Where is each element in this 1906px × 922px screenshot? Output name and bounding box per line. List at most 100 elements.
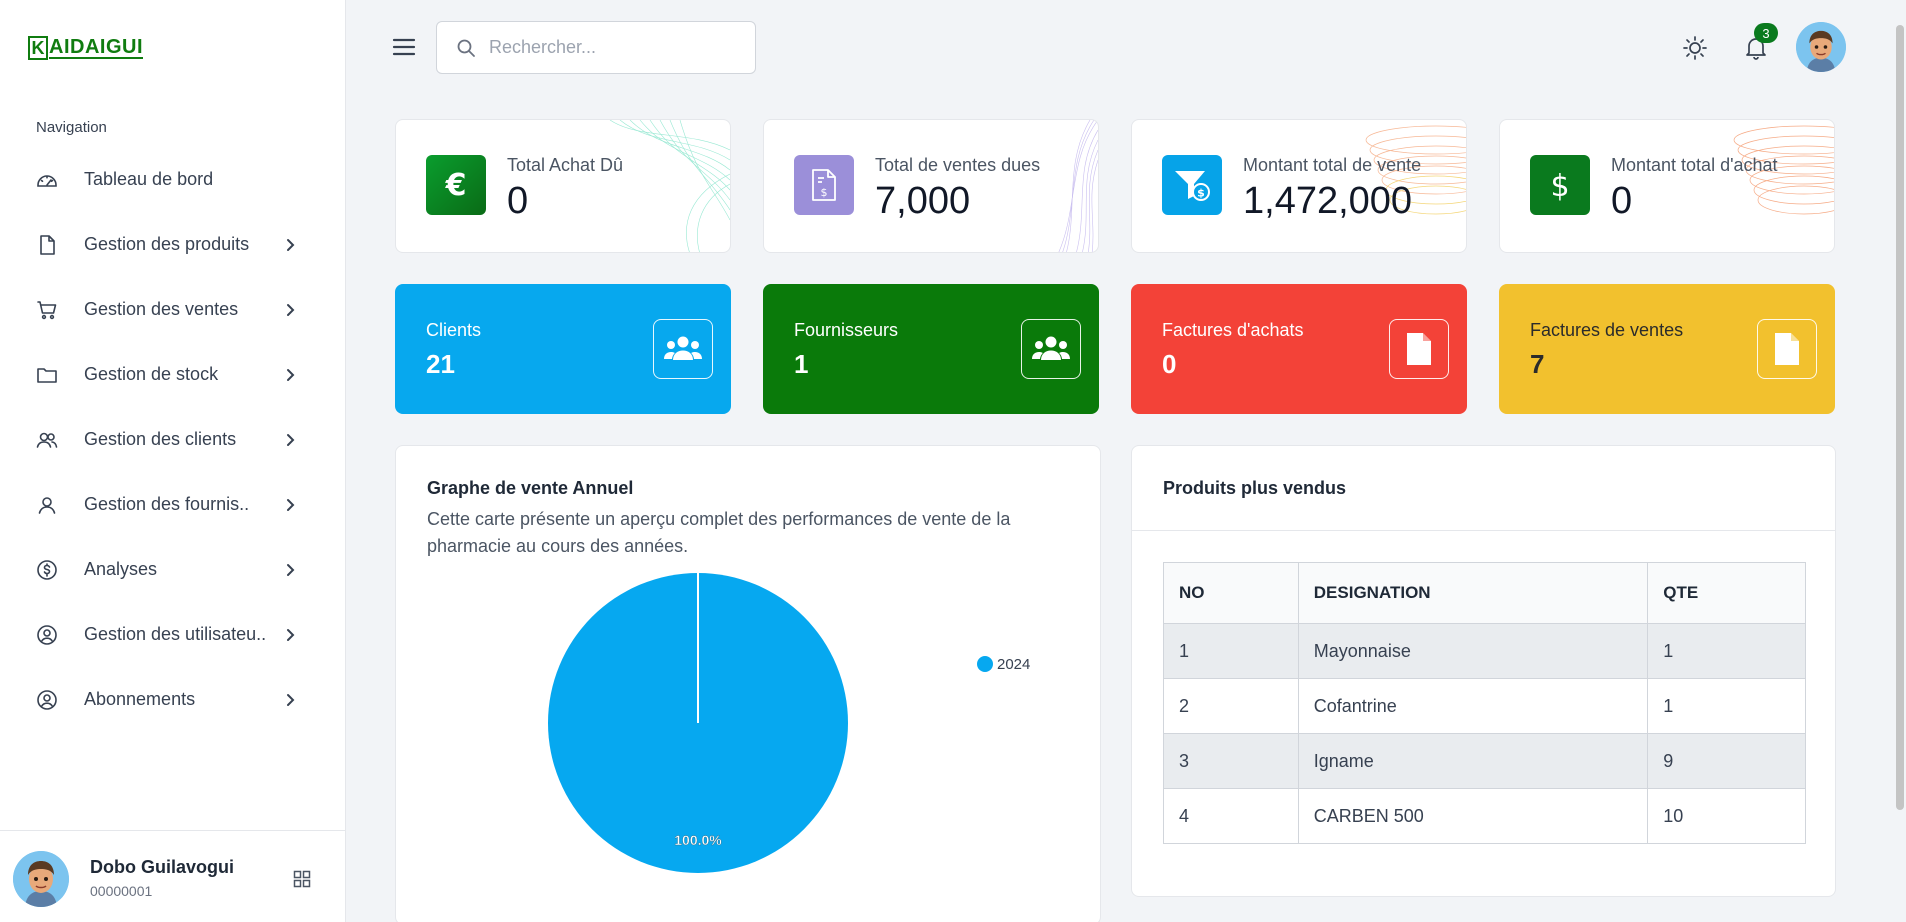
search-input[interactable] [489, 37, 739, 58]
stat-card-total-sales-amount: $ Montant total de vente 1,472,000 [1131, 119, 1467, 253]
table-cell: 3 [1163, 733, 1299, 789]
nav-item-users[interactable]: Gestion des utilisateu.. [0, 602, 346, 667]
stat-value: 7,000 [875, 180, 971, 222]
nav-list: Tableau de bord Gestion des produits Ges… [0, 147, 346, 732]
summary-label: Factures d'achats [1162, 320, 1304, 340]
user-circle-icon [34, 687, 60, 713]
nav-label: Abonnements [84, 689, 196, 709]
nav-item-analytics[interactable]: Analyses [0, 537, 346, 602]
nav-section-title: Navigation [36, 119, 107, 136]
dollar-circle-icon [34, 557, 60, 583]
stat-value: 0 [1611, 180, 1633, 222]
user-name: Dobo Guilavogui [90, 857, 234, 877]
avatar[interactable] [13, 851, 69, 907]
document-icon [1757, 319, 1817, 379]
table-header-row: NO DESIGNATION QTE [1163, 562, 1806, 624]
table-title: Produits plus vendus [1163, 478, 1347, 498]
nav-item-suppliers[interactable]: Gestion des fournis.. [0, 472, 346, 537]
nav-item-products[interactable]: Gestion des produits [0, 212, 346, 277]
nav-item-dashboard[interactable]: Tableau de bord [0, 147, 346, 212]
apps-icon[interactable] [290, 867, 314, 891]
dollar-icon: $ [1530, 155, 1590, 215]
column-header[interactable]: NO [1163, 562, 1299, 624]
summary-label: Clients [426, 320, 482, 340]
summary-value: 21 [426, 349, 455, 379]
summary-card-clients[interactable]: Clients 21 [395, 284, 731, 414]
pie-chart: 100.0% 2024 [548, 573, 1030, 873]
column-header[interactable]: DESIGNATION [1297, 562, 1649, 624]
nav-item-clients[interactable]: Gestion des clients [0, 407, 346, 472]
notification-badge: 3 [1754, 23, 1778, 43]
legend-label[interactable]: 2024 [997, 656, 1030, 673]
table-row: 2 Cofantrine 1 [1163, 678, 1806, 734]
annual-sales-chart-panel: Graphe de vente Annuel Cette carte prése… [395, 445, 1101, 922]
summary-card-sales-invoices[interactable]: Factures de ventes 7 [1499, 284, 1835, 414]
user-icon [34, 492, 60, 518]
stat-value: 1,472,000 [1243, 180, 1413, 222]
column-header[interactable]: QTE [1647, 562, 1806, 624]
divider [1132, 530, 1835, 531]
chevron-right-icon [280, 235, 300, 255]
summary-card-purchase-invoices[interactable]: Factures d'achats 0 [1131, 284, 1467, 414]
table-cell: 9 [1647, 733, 1806, 789]
decorative-wave [1733, 125, 1834, 215]
svg-text:€: € [445, 168, 467, 202]
page-scrollbar[interactable] [1896, 25, 1904, 810]
table-row: 4 CARBEN 500 10 [1163, 788, 1806, 844]
filter-dollar-icon: $ [1162, 155, 1222, 215]
logo-letter: K [28, 36, 48, 60]
table-row: 3 Igname 9 [1163, 733, 1806, 789]
table-cell: Igname [1297, 733, 1649, 789]
folder-icon [34, 362, 60, 388]
nav-label: Gestion des utilisateu.. [84, 624, 267, 644]
document-icon [1389, 319, 1449, 379]
table-cell: CARBEN 500 [1297, 788, 1649, 844]
table-cell: Mayonnaise [1297, 623, 1649, 679]
summary-label: Fournisseurs [794, 320, 899, 340]
table-cell: 10 [1647, 788, 1806, 844]
table-cell: 1 [1647, 678, 1806, 734]
nav-item-subscriptions[interactable]: Abonnements [0, 667, 346, 732]
nav-label: Gestion des fournis.. [84, 494, 250, 514]
user-circle-icon [34, 622, 60, 648]
table-cell: 4 [1163, 788, 1299, 844]
nav-label: Gestion des ventes [84, 299, 239, 319]
stat-value: 0 [507, 180, 529, 222]
svg-text:$: $ [1550, 169, 1569, 202]
menu-toggle-icon[interactable] [389, 32, 419, 62]
header-avatar[interactable] [1796, 22, 1846, 72]
decorative-wave [1058, 120, 1098, 252]
nav-item-sales[interactable]: Gestion des ventes [0, 277, 346, 342]
chevron-right-icon [280, 625, 300, 645]
dashboard-icon [34, 167, 60, 193]
table-row: 1 Mayonnaise 1 [1163, 623, 1806, 679]
summary-value: 7 [1530, 349, 1545, 379]
nav-label: Gestion des clients [84, 429, 237, 449]
nav-item-stock[interactable]: Gestion de stock [0, 342, 346, 407]
nav-label: Gestion de stock [84, 364, 219, 384]
chevron-right-icon [280, 560, 300, 580]
table-cell: 1 [1647, 623, 1806, 679]
stat-label: Total de ventes dues [875, 155, 1041, 175]
chevron-right-icon [280, 365, 300, 385]
svg-text:$: $ [1197, 187, 1205, 200]
search-bar[interactable] [436, 21, 756, 74]
cart-icon [34, 297, 60, 323]
user-id: 00000001 [90, 883, 153, 899]
app-logo[interactable]: K AIDAIGUI [28, 35, 143, 61]
legend-swatch[interactable] [977, 656, 993, 672]
summary-value: 0 [1162, 349, 1177, 379]
stat-card-total-sales-due: $ Total de ventes dues 7,000 [763, 119, 1099, 253]
stat-card-total-purchase-amount: $ Montant total d'achat 0 [1499, 119, 1835, 253]
invoice-icon: $ [794, 155, 854, 215]
chevron-right-icon [280, 690, 300, 710]
chevron-right-icon [280, 495, 300, 515]
chart-description: Cette carte présente un aperçu complet d… [427, 509, 1011, 556]
pie-data-label: 100.0% [674, 832, 722, 848]
nav-label: Gestion des produits [84, 234, 250, 254]
top-products-panel: Produits plus vendus NO DESIGNATION QTE … [1131, 445, 1836, 897]
theme-toggle-sun-icon[interactable] [1680, 33, 1710, 63]
summary-card-suppliers[interactable]: Fournisseurs 1 [763, 284, 1099, 414]
stat-label: Montant total d'achat [1611, 155, 1778, 175]
nav-label: Analyses [84, 559, 158, 579]
